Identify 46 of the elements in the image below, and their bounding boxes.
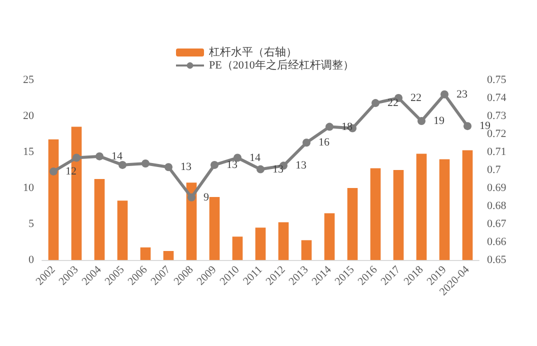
data-label: 23 (456, 88, 468, 100)
point (188, 193, 196, 202)
legend-label: 杠杆水平（右轴） (208, 46, 297, 58)
x-tick-label: 2011 (241, 264, 265, 288)
data-label: 13 (296, 160, 307, 172)
point (142, 160, 150, 168)
point (440, 90, 448, 98)
data-label: 22 (410, 92, 422, 104)
y-tick-label: 15 (23, 146, 34, 158)
point (234, 154, 242, 162)
y-tick-label: 10 (23, 182, 34, 194)
data-label: 16 (318, 136, 330, 149)
y2-tick-label: 0.75 (487, 74, 507, 86)
point (256, 165, 264, 174)
point (164, 163, 172, 172)
y-tick-label: 20 (23, 110, 34, 122)
y2-tick-label: 0.69 (487, 182, 507, 194)
y2-tick-label: 0.68 (487, 200, 507, 212)
data-label: 9 (204, 191, 210, 204)
y-tick-label: 5 (28, 218, 34, 230)
data-label: 19 (434, 115, 445, 128)
point (372, 99, 380, 108)
data-label: 14 (112, 150, 123, 162)
y2-tick-label: 0.74 (487, 92, 507, 104)
point (302, 138, 310, 147)
data-label: 13 (226, 158, 238, 171)
data-label: 14 (250, 152, 261, 164)
y2-tick-label: 0.65 (487, 254, 507, 266)
point (72, 154, 80, 162)
data-label: 13 (180, 161, 192, 174)
y2-tick-label: 0.7 (487, 164, 502, 176)
point (418, 117, 426, 126)
point (210, 160, 218, 169)
legend-label: PE（2010年之后经杠杆调整） (209, 58, 354, 72)
y2-tick-label: 0.67 (487, 218, 507, 230)
point (50, 167, 58, 176)
y2-tick-label: 0.73 (487, 110, 507, 122)
y2-tick-label: 0.71 (487, 146, 506, 158)
point (96, 152, 104, 160)
point (464, 122, 472, 130)
y2-tick-label: 0.72 (487, 128, 506, 140)
y-tick-label: 25 (23, 74, 34, 86)
y-tick-label: 0 (28, 254, 34, 266)
point (326, 122, 334, 131)
y2-tick-label: 0.66 (487, 236, 507, 248)
point (118, 160, 126, 169)
